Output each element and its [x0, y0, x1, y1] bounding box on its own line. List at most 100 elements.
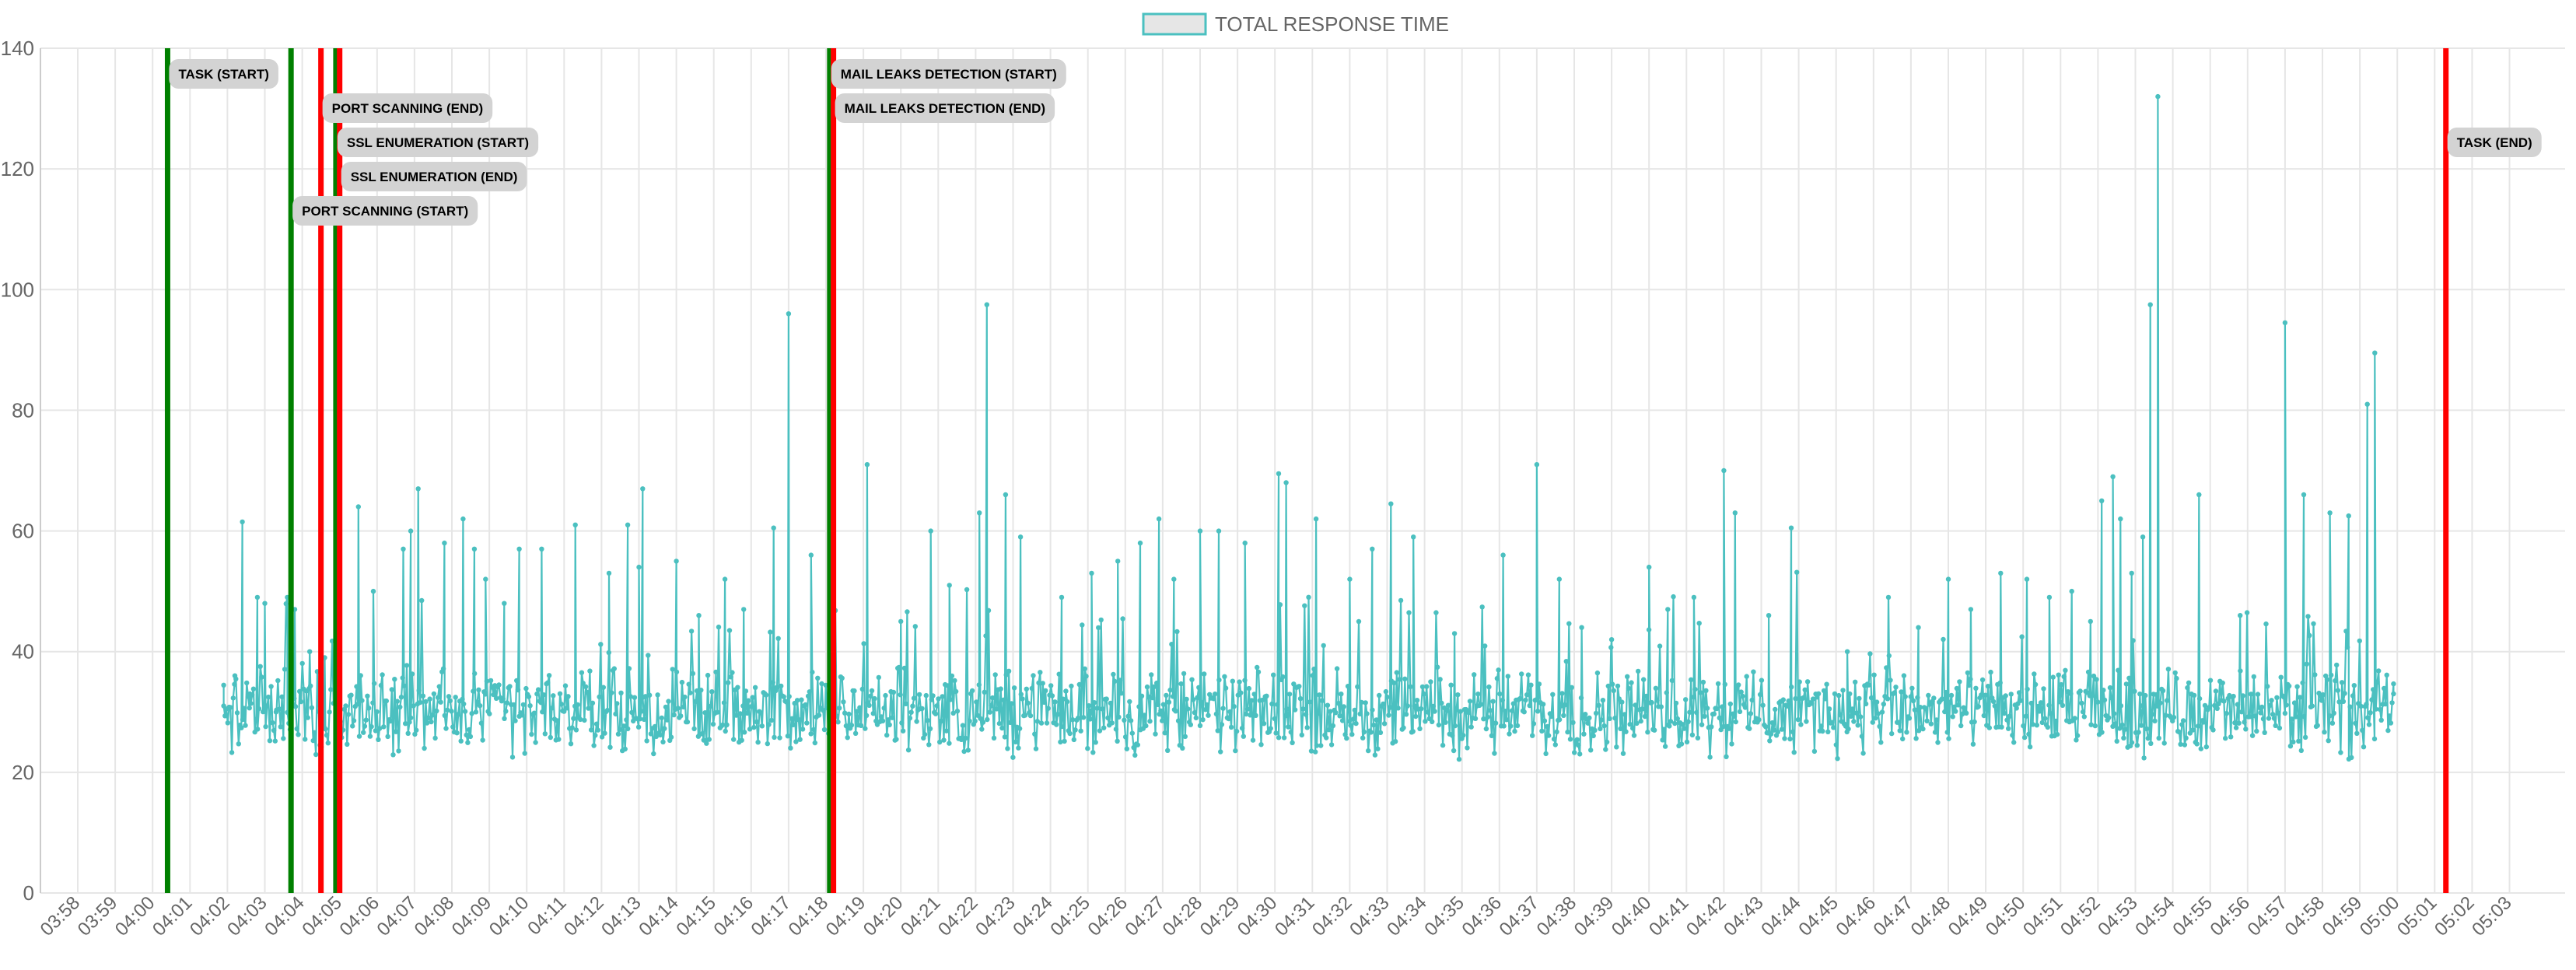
data-point[interactable] [1860, 751, 1866, 756]
data-point[interactable] [1069, 683, 1074, 689]
data-point[interactable] [1789, 685, 1794, 690]
data-point[interactable] [1010, 755, 1016, 760]
data-point[interactable] [2160, 688, 2166, 694]
data-point[interactable] [1859, 734, 1865, 739]
data-point[interactable] [1437, 677, 1443, 682]
data-point[interactable] [2338, 750, 2343, 755]
data-point[interactable] [2132, 688, 2137, 694]
data-point[interactable] [593, 721, 600, 727]
data-point[interactable] [1525, 672, 1531, 678]
data-point[interactable] [1002, 734, 1008, 740]
data-point[interactable] [733, 713, 739, 718]
data-point[interactable] [270, 720, 275, 726]
data-point[interactable] [2324, 677, 2330, 682]
data-point[interactable] [362, 723, 368, 729]
data-point[interactable] [1016, 745, 1021, 751]
data-point[interactable] [1448, 682, 1454, 688]
data-point[interactable] [1603, 747, 1608, 752]
data-point[interactable] [925, 718, 930, 723]
data-point[interactable] [1466, 709, 1472, 716]
data-point[interactable] [1742, 705, 1748, 710]
data-point[interactable] [1487, 708, 1493, 713]
data-point[interactable] [1510, 701, 1517, 706]
data-point[interactable] [866, 702, 872, 708]
data-point[interactable] [1283, 713, 1289, 719]
data-point[interactable] [735, 685, 740, 690]
data-point[interactable] [748, 704, 754, 709]
data-point[interactable] [1421, 691, 1426, 697]
data-point[interactable] [740, 703, 746, 709]
data-point[interactable] [744, 710, 750, 716]
data-point[interactable] [1654, 698, 1660, 703]
data-point[interactable] [1793, 695, 1798, 702]
data-point[interactable] [2147, 302, 2153, 307]
data-point[interactable] [967, 718, 972, 724]
data-point[interactable] [1851, 719, 1857, 724]
data-point[interactable] [1297, 695, 1304, 702]
data-point[interactable] [2238, 709, 2245, 715]
data-point[interactable] [374, 709, 380, 715]
data-point[interactable] [1423, 719, 1428, 724]
data-point[interactable] [2059, 681, 2064, 688]
data-point[interactable] [564, 706, 569, 711]
data-point[interactable] [2054, 731, 2060, 737]
data-point[interactable] [1550, 692, 1556, 697]
data-point[interactable] [373, 728, 379, 734]
data-point[interactable] [526, 694, 532, 699]
data-point[interactable] [2196, 695, 2203, 702]
data-point[interactable] [876, 674, 882, 681]
data-point[interactable] [730, 670, 735, 675]
data-point[interactable] [1398, 597, 1404, 604]
data-point[interactable] [670, 667, 675, 672]
data-point[interactable] [1815, 691, 1822, 696]
data-point[interactable] [229, 750, 235, 755]
data-point[interactable] [807, 689, 813, 695]
data-point[interactable] [597, 694, 602, 700]
data-point[interactable] [1945, 576, 1951, 582]
data-point[interactable] [2178, 741, 2183, 747]
data-point[interactable] [1973, 685, 1979, 691]
data-point[interactable] [2014, 706, 2019, 711]
data-point[interactable] [1299, 732, 1305, 738]
data-point[interactable] [1185, 706, 1191, 712]
data-point[interactable] [747, 727, 753, 732]
data-point[interactable] [786, 311, 792, 317]
data-point[interactable] [916, 692, 922, 698]
data-point[interactable] [624, 717, 629, 723]
data-point[interactable] [784, 699, 789, 705]
data-point[interactable] [1740, 693, 1745, 699]
data-point[interactable] [1759, 678, 1765, 683]
data-point[interactable] [2147, 734, 2152, 739]
data-point[interactable] [1357, 711, 1363, 716]
data-point[interactable] [793, 739, 799, 744]
data-point[interactable] [775, 636, 781, 641]
data-point[interactable] [1248, 713, 1253, 718]
data-point[interactable] [407, 720, 412, 725]
data-point[interactable] [938, 718, 944, 724]
data-point[interactable] [934, 703, 940, 709]
data-point[interactable] [2228, 734, 2234, 740]
data-point[interactable] [1811, 748, 1818, 755]
data-point[interactable] [2382, 701, 2389, 707]
data-point[interactable] [1614, 744, 1619, 750]
data-point[interactable] [1341, 704, 1347, 709]
data-point[interactable] [401, 683, 407, 688]
data-point[interactable] [2196, 492, 2202, 498]
data-point[interactable] [2281, 694, 2287, 700]
data-point[interactable] [1955, 702, 1961, 708]
data-point[interactable] [2088, 618, 2093, 625]
data-point[interactable] [1574, 737, 1580, 742]
data-point[interactable] [1433, 610, 1439, 615]
data-point[interactable] [447, 698, 453, 704]
data-point[interactable] [1540, 702, 1546, 707]
data-point[interactable] [1231, 704, 1237, 709]
data-point[interactable] [424, 720, 430, 726]
data-point[interactable] [2344, 644, 2350, 650]
data-point[interactable] [887, 722, 892, 727]
data-point[interactable] [1104, 696, 1109, 702]
data-point[interactable] [500, 696, 506, 702]
data-point[interactable] [1124, 746, 1130, 751]
data-point[interactable] [297, 688, 303, 694]
data-point[interactable] [2312, 672, 2318, 678]
data-point[interactable] [1556, 716, 1563, 723]
